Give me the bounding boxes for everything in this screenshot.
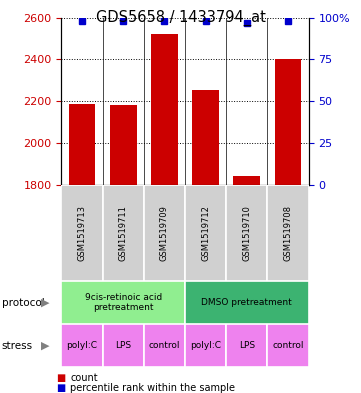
Text: stress: stress: [2, 341, 33, 351]
Text: GSM1519710: GSM1519710: [242, 205, 251, 261]
Bar: [110, 105, 136, 185]
Text: GDS5658 / 1433794_at: GDS5658 / 1433794_at: [96, 10, 265, 26]
Text: ▶: ▶: [41, 298, 49, 308]
Text: percentile rank within the sample: percentile rank within the sample: [70, 383, 235, 393]
Text: GSM1519713: GSM1519713: [78, 205, 87, 261]
Bar: [275, 59, 301, 185]
Text: polyI:C: polyI:C: [66, 342, 97, 350]
Bar: [151, 35, 178, 185]
Text: protocol: protocol: [2, 298, 44, 308]
Text: ■: ■: [56, 373, 65, 383]
Text: count: count: [70, 373, 98, 383]
Bar: [234, 176, 260, 185]
Bar: [144, 324, 185, 367]
Text: LPS: LPS: [239, 342, 255, 350]
Bar: [103, 185, 144, 281]
Bar: [226, 324, 268, 367]
Bar: [61, 185, 103, 281]
Text: LPS: LPS: [115, 342, 131, 350]
Bar: [144, 185, 185, 281]
Bar: [185, 281, 309, 324]
Text: 9cis-retinoic acid
pretreatment: 9cis-retinoic acid pretreatment: [84, 293, 162, 312]
Text: ■: ■: [56, 383, 65, 393]
Text: polyI:C: polyI:C: [190, 342, 221, 350]
Text: ▶: ▶: [41, 341, 49, 351]
Bar: [69, 104, 95, 185]
Bar: [103, 324, 144, 367]
Bar: [61, 324, 103, 367]
Bar: [185, 185, 226, 281]
Bar: [226, 185, 268, 281]
Text: GSM1519708: GSM1519708: [283, 205, 292, 261]
Text: control: control: [149, 342, 180, 350]
Text: GSM1519712: GSM1519712: [201, 205, 210, 261]
Text: GSM1519709: GSM1519709: [160, 205, 169, 261]
Text: DMSO pretreatment: DMSO pretreatment: [201, 298, 292, 307]
Bar: [185, 324, 226, 367]
Bar: [61, 281, 185, 324]
Text: control: control: [272, 342, 304, 350]
Bar: [268, 324, 309, 367]
Text: GSM1519711: GSM1519711: [119, 205, 128, 261]
Bar: [192, 90, 219, 185]
Bar: [268, 185, 309, 281]
